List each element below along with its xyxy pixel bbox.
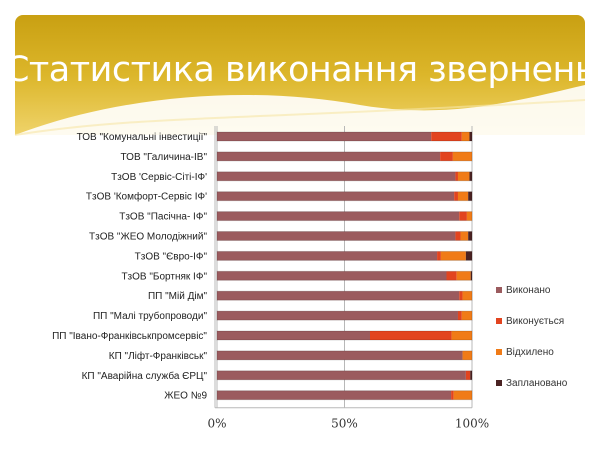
bar-segment-Виконано [217, 291, 460, 301]
bar-segment-Заплановано [470, 370, 472, 380]
category-label: ТОВ "Галичина-ІВ" [121, 152, 208, 163]
bar-segment-Відхилено [457, 191, 469, 201]
bar-outline [216, 270, 473, 281]
category-label: ПП "Івано-Франківськпромсервіс" [52, 331, 207, 342]
bar-segment-Виконується [431, 132, 462, 141]
bar-segment-Виконується [459, 291, 463, 301]
bar-segment-Заплановано [469, 171, 472, 181]
category-label: ТОВ "Комунальні інвестиції" [77, 132, 208, 143]
category-label: КП "Ліфт-Франківськ" [109, 350, 208, 362]
category-label: ПП "Малі трубопроводи" [93, 310, 207, 322]
bar-outline [216, 151, 473, 162]
bar-segment-Виконано [217, 271, 447, 281]
bar-segment-Виконано [217, 370, 466, 380]
category-label: ТзОВ 'Сервіс-Сіті-ІФ' [111, 172, 207, 183]
bar-segment-Виконано [217, 132, 432, 141]
bar-segment-Виконується [451, 390, 454, 400]
bar-segment-Виконано [217, 211, 460, 221]
bar-segment-Відхилено [462, 291, 472, 301]
bar-segment-Виконується [440, 151, 453, 161]
banner-wave-line [14, 99, 586, 136]
bar-segment-Відхилено [456, 271, 471, 281]
bar-outline [216, 370, 473, 381]
category-label: ТзОВ 'Комфорт-Сервіс ІФ' [86, 191, 207, 203]
x-tick-label: 100% [455, 417, 489, 431]
bar-outline [216, 191, 473, 202]
category-label: ТзОВ "ЖЕО Молодіжний" [89, 232, 207, 243]
bar-outline [216, 250, 473, 261]
bar-outline [216, 350, 473, 361]
bar-segment-Відхилено [453, 390, 472, 400]
bar-segment-Відхилено [451, 331, 472, 340]
page-title: Статистика виконання звернень [4, 50, 596, 90]
bar-segment-Виконується [454, 191, 458, 201]
legend-label: Виконано [506, 285, 551, 296]
bar-outline [216, 211, 473, 222]
bar-outline [216, 231, 473, 241]
bar-segment-Виконується [465, 370, 471, 380]
category-label: ТзОВ "Бортняк ІФ" [121, 271, 207, 282]
bar-segment-Відхилено [466, 211, 472, 221]
bar-segment-Виконується [455, 231, 461, 241]
x-tick-label: 50% [331, 417, 358, 431]
bar-segment-Виконано [217, 191, 455, 201]
bar-segment-Виконується [459, 211, 467, 221]
legend-swatch [496, 349, 502, 355]
bar-outline [216, 390, 473, 401]
bar-segment-Заплановано [468, 231, 472, 241]
bar-outline [216, 290, 473, 301]
bar-segment-Відхилено [461, 311, 472, 321]
bar-segment-Відхилено [457, 171, 470, 181]
bar-segment-Виконано [217, 311, 458, 321]
bar-segment-Виконується [457, 311, 462, 321]
bar-segment-Відхилено [462, 350, 472, 360]
legend-label: Відхилено [506, 347, 554, 358]
category-label: ТзОВ "Євро-ІФ" [135, 251, 208, 262]
category-label: ПП "Мій Дім" [148, 291, 207, 302]
banner-wave [15, 85, 585, 135]
legend-label: Виконується [506, 316, 564, 327]
bar-segment-Відхилено [440, 251, 466, 261]
bar-segment-Виконано [217, 331, 370, 340]
x-tick-label: 0% [207, 417, 226, 431]
category-label: ЖЕО №9 [164, 391, 207, 402]
bar-segment-Виконано [217, 231, 456, 241]
bar-segment-Виконується [446, 271, 457, 281]
category-label: ТзОВ "Пасічна- ІФ" [119, 212, 207, 223]
bar-segment-Виконується [370, 331, 452, 340]
bar-outline [216, 131, 473, 142]
bar-segment-Виконується [437, 251, 441, 261]
bar-outline [216, 310, 473, 321]
bar-segment-Відхилено [452, 151, 472, 161]
bar-segment-Заплановано [465, 251, 472, 261]
bar-segment-Відхилено [461, 132, 470, 141]
bar-segment-Заплановано [470, 271, 472, 281]
legend-label: Заплановано [506, 378, 568, 389]
bar-segment-Виконується [455, 171, 458, 181]
bar-segment-Заплановано [469, 132, 472, 141]
legend-swatch [496, 287, 502, 293]
bar-segment-Виконано [217, 390, 452, 400]
legend-swatch [496, 318, 502, 324]
bar-outline [216, 330, 473, 341]
bar-segment-Виконано [217, 171, 456, 181]
bar-segment-Відхилено [460, 231, 469, 241]
bar-segment-Виконано [217, 251, 438, 261]
legend-swatch [496, 380, 502, 386]
bar-segment-Заплановано [468, 191, 472, 201]
bar-segment-Виконано [217, 350, 463, 360]
category-label: КП "Аварійна служба ЄРЦ" [82, 370, 208, 382]
bar-outline [216, 171, 473, 182]
bar-segment-Виконано [217, 151, 441, 161]
